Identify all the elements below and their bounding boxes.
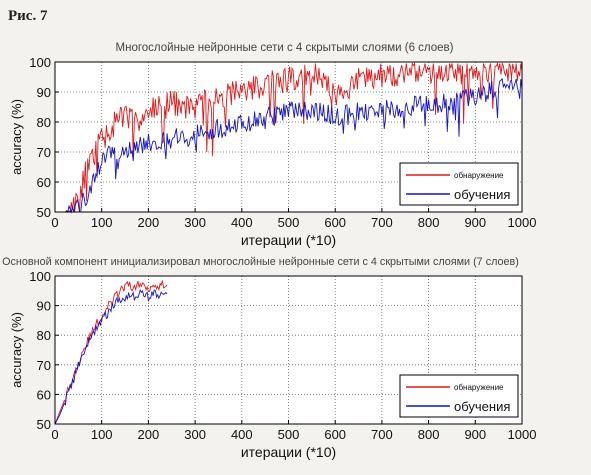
x-tick-label: 800 xyxy=(418,427,440,442)
x-tick-label: 800 xyxy=(418,215,440,230)
y-tick-label: 90 xyxy=(37,299,51,314)
y-tick-label: 50 xyxy=(37,205,51,220)
x-tick-label: 700 xyxy=(371,427,393,442)
legend-label: обучения xyxy=(454,399,510,414)
series-line-detection xyxy=(54,280,168,425)
legend-box xyxy=(399,162,519,206)
y-axis-label: accuracy (%) xyxy=(9,312,24,388)
x-axis-label: итерации (*10) xyxy=(241,232,336,248)
x-tick-label: 200 xyxy=(138,215,160,230)
x-tick-label: 500 xyxy=(278,215,300,230)
chart-title: Многослойные нейронные сети с 4 скрытыми… xyxy=(116,42,454,54)
figure-label: Рис. 7 xyxy=(8,8,48,24)
axes-frame xyxy=(54,275,523,425)
x-tick-label: 400 xyxy=(231,215,253,230)
legend-label: обнаружение xyxy=(454,171,504,180)
chart-title: Основной компонент инициализировал много… xyxy=(2,256,519,268)
x-tick-label: 600 xyxy=(324,215,346,230)
legend-label: обучения xyxy=(454,187,510,202)
chart-1: Многослойные нейронные сети с 4 скрытыми… xyxy=(9,42,536,248)
y-tick-label: 100 xyxy=(29,269,51,284)
x-tick-label: 900 xyxy=(464,215,486,230)
legend-box xyxy=(399,374,519,418)
y-tick-label: 90 xyxy=(37,85,51,100)
x-tick-label: 500 xyxy=(278,427,300,442)
y-tick-label: 60 xyxy=(37,175,51,190)
y-tick-label: 80 xyxy=(37,328,51,343)
x-tick-label: 900 xyxy=(464,427,486,442)
series-line-detection xyxy=(55,61,523,213)
axes-frame xyxy=(54,61,523,213)
x-tick-label: 300 xyxy=(184,215,206,230)
y-tick-label: 70 xyxy=(37,358,51,373)
y-tick-label: 50 xyxy=(37,417,51,432)
x-tick-label: 1000 xyxy=(508,427,537,442)
chart-2: Основной компонент инициализировал много… xyxy=(2,256,536,460)
y-tick-label: 60 xyxy=(37,387,51,402)
x-tick-label: 600 xyxy=(324,427,346,442)
y-tick-label: 80 xyxy=(37,115,51,130)
x-tick-label: 400 xyxy=(231,427,253,442)
x-tick-label: 200 xyxy=(138,427,160,442)
series-line-training xyxy=(54,289,168,425)
x-axis-label: итерации (*10) xyxy=(241,444,336,460)
y-tick-label: 100 xyxy=(29,55,51,70)
legend-label: обнаружение xyxy=(454,383,504,392)
y-tick-label: 70 xyxy=(37,145,51,160)
x-tick-label: 100 xyxy=(91,215,113,230)
y-axis-label: accuracy (%) xyxy=(9,99,24,175)
x-tick-label: 0 xyxy=(51,215,58,230)
series-line-training xyxy=(55,77,523,214)
x-tick-label: 700 xyxy=(371,215,393,230)
x-tick-label: 0 xyxy=(51,427,58,442)
x-tick-label: 100 xyxy=(91,427,113,442)
x-tick-label: 1000 xyxy=(508,215,537,230)
x-tick-label: 300 xyxy=(184,427,206,442)
